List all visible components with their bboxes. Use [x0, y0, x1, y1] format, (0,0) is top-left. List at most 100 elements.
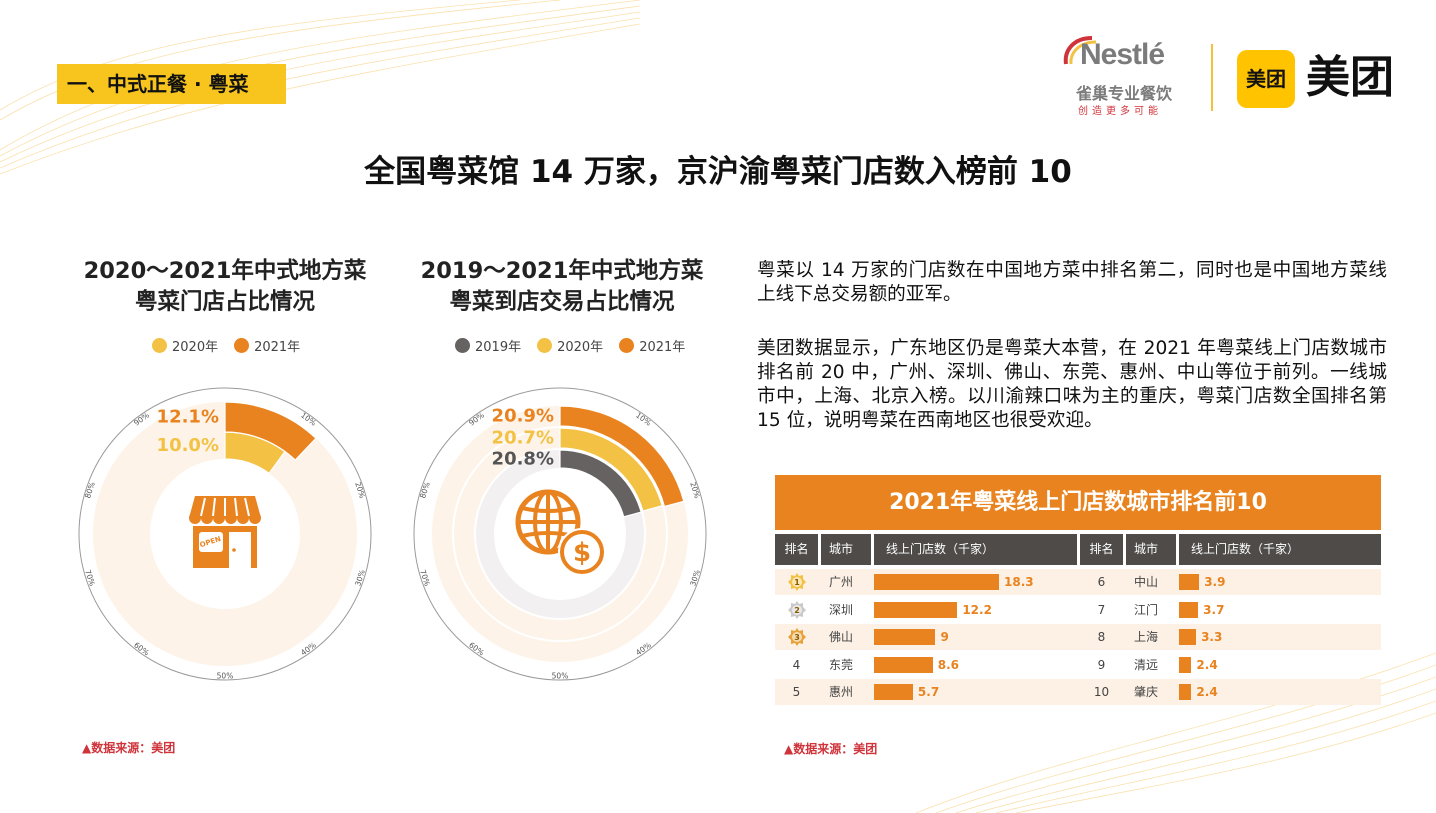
- medal-icon: 2: [788, 600, 806, 619]
- col-stores-2: 线上门店数（千家）: [1179, 534, 1381, 565]
- data-label: 10.0%: [157, 435, 219, 456]
- chart2-title-line2: 粤菜到店交易占比情况: [449, 289, 675, 315]
- legend-label: 2021年: [254, 340, 301, 355]
- globe-dollar-icon: $: [515, 489, 606, 576]
- col-rank-2: 排名: [1080, 534, 1123, 565]
- tick-label: 40%: [299, 640, 318, 657]
- city-cell: 清远: [1134, 657, 1159, 672]
- tick-label: 80%: [83, 481, 97, 500]
- svg-text:2: 2: [794, 606, 800, 615]
- store-count-bar: [874, 574, 999, 590]
- meituan-word: 美团: [1306, 52, 1394, 103]
- store-count-value: 2.4: [1196, 657, 1218, 672]
- city-cell: 东莞: [829, 657, 854, 672]
- paragraph-2: 美团数据显示，广东地区仍是粤菜大本营，在 2021 年粤菜线上门店数城市排名前 …: [757, 338, 1387, 431]
- svg-text:1: 1: [794, 578, 800, 587]
- chart2-title-line1: 2019～2021年中式地方菜: [420, 258, 704, 284]
- chart1-title-line1: 2020～2021年中式地方菜: [83, 258, 367, 284]
- data-label: 20.9%: [492, 406, 554, 427]
- city-cell: 上海: [1134, 630, 1159, 644]
- chart1-radial: 10% 20% 30% 40% 50% 60% 70% 80% 90% 10.0% 12.1% OPE…: [78, 387, 372, 681]
- data-label: 20.7%: [492, 428, 554, 449]
- store-count-bar: [874, 684, 913, 700]
- tick-label: 40%: [634, 640, 653, 657]
- meituan-badge: 美团: [1237, 50, 1295, 108]
- rank-cell: 5: [792, 685, 801, 699]
- city-cell: 江门: [1134, 602, 1159, 617]
- store-count-bar: [874, 601, 958, 618]
- store-count-value: 3.3: [1201, 630, 1223, 644]
- tick-label: 20%: [688, 481, 702, 500]
- store-count-bar: [1179, 574, 1200, 590]
- radial-bar-2020年: [559, 427, 663, 512]
- tick-label: 60%: [132, 640, 151, 657]
- tick-label: 30%: [688, 569, 702, 588]
- legend-dot: [537, 338, 553, 353]
- store-count-value: 3.9: [1204, 575, 1226, 589]
- table-row: 1 广州 18.3 6 中山 3.9: [775, 569, 1381, 595]
- chart1-legend: 2020年 2021年: [152, 336, 300, 355]
- tick-label: 90%: [132, 411, 151, 428]
- tick-label: 20%: [353, 481, 367, 500]
- tick-label: 50%: [552, 672, 569, 681]
- store-count-bar: [1179, 601, 1199, 618]
- store-count-value: 3.7: [1203, 602, 1225, 617]
- chart1-legend-item-2020: 2020年: [152, 336, 218, 355]
- legend-dot: [619, 338, 635, 353]
- store-count-value: 8.6: [937, 657, 959, 672]
- store-count-value: 9: [940, 630, 949, 644]
- rank-cell: 4: [792, 657, 801, 672]
- chart1-title-line2: 粤菜门店占比情况: [134, 289, 315, 315]
- shop-icon: OPEN: [189, 496, 261, 568]
- tick-label: 10%: [299, 411, 318, 428]
- chart2-legend: 2019年 2020年 2021年: [455, 336, 685, 355]
- legend-label: 2021年: [639, 340, 686, 355]
- rank-cell: 6: [1097, 575, 1106, 589]
- store-count-value: 2.4: [1196, 685, 1218, 699]
- table-row: 4 东莞 8.6 9 清远 2.4: [775, 652, 1381, 678]
- tick-label: 70%: [83, 569, 97, 588]
- data-label: 20.8%: [492, 449, 554, 470]
- store-count-bar: [874, 629, 936, 645]
- page-title: 全国粤菜馆 14 万家，京沪渝粤菜门店数入榜前 10: [364, 154, 1072, 190]
- chart2-legend-item-2019: 2019年: [455, 336, 521, 355]
- nestle-logo: Nestlé 雀巢专业餐饮 创造更多可能: [1062, 34, 1192, 120]
- table-row: 3 佛山 9 8 上海 3.3: [775, 624, 1381, 650]
- section-tag: 一、中式正餐 · 粤菜: [57, 64, 286, 104]
- outer-ring: [413, 387, 707, 681]
- svg-text:3: 3: [794, 633, 800, 642]
- table-header-row: 排名 城市 线上门店数（千家） 排名 城市 线上门店数（千家）: [775, 534, 1381, 565]
- tick-label: 70%: [418, 569, 432, 588]
- tick-label: 80%: [418, 481, 432, 500]
- rank-cell: 8: [1097, 630, 1106, 644]
- rank-cell: 9: [1097, 657, 1106, 672]
- chart1-title: 2020～2021年中式地方菜 粤菜门店占比情况: [60, 256, 390, 318]
- tick-label: 90%: [467, 411, 486, 428]
- nestle-tagline: 创造更多可能: [1078, 106, 1162, 117]
- legend-label: 2019年: [475, 340, 522, 355]
- medal-icon: 1: [788, 573, 806, 591]
- tick-label: 30%: [353, 569, 367, 588]
- table-row: 5 惠州 5.7 10 肇庆 2.4: [775, 679, 1381, 705]
- source-right: ▲数据来源：美团: [784, 742, 878, 756]
- nestle-arc-icon: [1063, 36, 1097, 65]
- chart1-legend-item-2021: 2021年: [234, 336, 300, 355]
- store-count-bar: [874, 656, 933, 673]
- rank-cell: 10: [1093, 685, 1110, 699]
- table-title: 2021年粤菜线上门店数城市排名前10: [775, 475, 1381, 530]
- col-stores: 线上门店数（千家）: [874, 534, 1077, 565]
- store-count-value: 18.3: [1004, 575, 1034, 589]
- col-city: 城市: [821, 534, 871, 565]
- store-count-bar: [1179, 656, 1192, 673]
- tick-label: 60%: [467, 640, 486, 657]
- city-cell: 中山: [1134, 575, 1159, 589]
- col-rank: 排名: [775, 534, 818, 565]
- legend-label: 2020年: [172, 340, 219, 355]
- city-cell: 深圳: [829, 602, 854, 617]
- paragraph-1: 粤菜以 14 万家的门店数在中国地方菜中排名第二，同时也是中国地方菜线上线下总交…: [757, 260, 1387, 305]
- data-label: 12.1%: [157, 407, 219, 428]
- radial-bar-2021年: [559, 405, 685, 508]
- radial-bar-2021年: [224, 401, 317, 461]
- logo-separator: [1211, 44, 1213, 111]
- store-count-value: 5.7: [917, 685, 940, 699]
